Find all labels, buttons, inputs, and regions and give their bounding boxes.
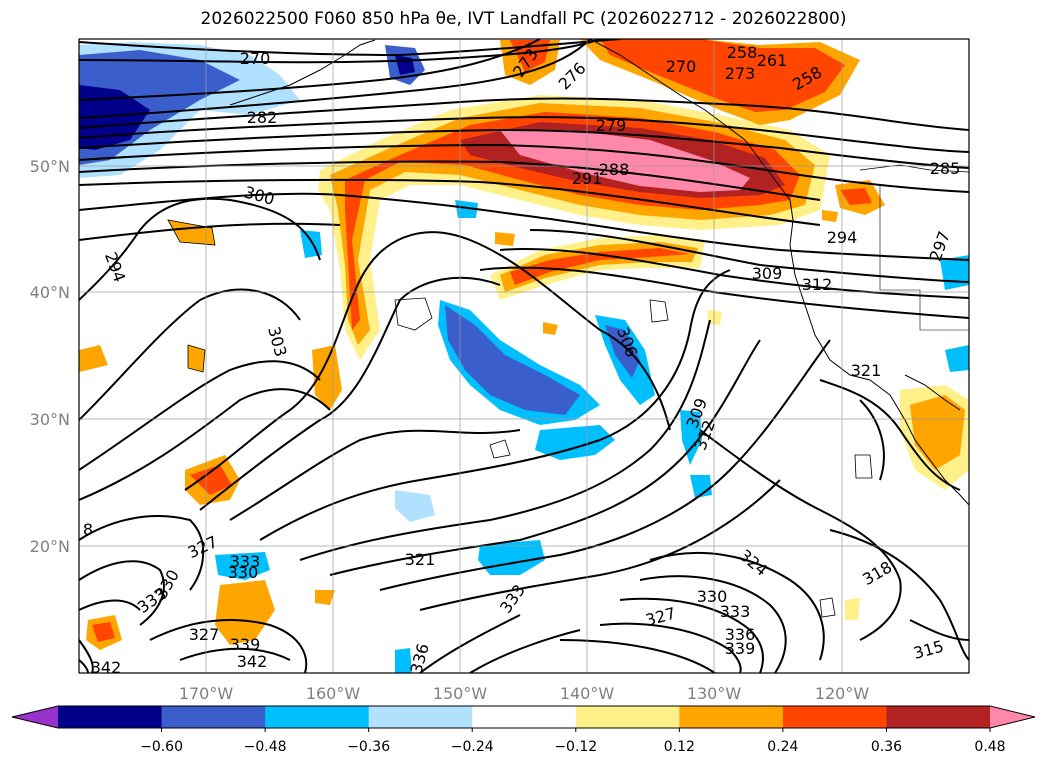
colorbar: −0.60 −0.48 −0.36 −0.24 −0.12 0.12 0.24 0.36 0.4…	[11, 705, 1036, 755]
theta-e-contours	[79, 39, 969, 673]
lon-label-150w: 150°W	[433, 684, 488, 703]
contour-label: 291	[572, 169, 603, 188]
contour-label: 309	[752, 264, 783, 283]
contour-label: 336	[725, 625, 756, 644]
contour-label: 282	[247, 108, 278, 127]
lon-label-160w: 160°W	[306, 684, 361, 703]
contour-label: 333	[720, 602, 751, 621]
lon-label-120w: 120°W	[815, 684, 870, 703]
colorbar-tick-label: −0.36	[347, 739, 390, 755]
contour-label: 258	[727, 43, 758, 62]
contour-label: 273	[725, 64, 756, 83]
contour-label: 285	[930, 159, 961, 178]
colorbar-cell	[782, 706, 887, 728]
contour-label: 312	[802, 275, 833, 294]
contour-label: 321	[851, 361, 882, 380]
lat-label-40n: 40°N	[30, 283, 70, 302]
colorbar-cell	[265, 706, 370, 728]
map-plot-area: 270 273 276 279 282 285 288 291 294 294 …	[79, 39, 969, 677]
colorbar-tick-label: 0.24	[767, 739, 798, 755]
lon-label-140w: 140°W	[560, 684, 615, 703]
colorbar-cell	[472, 706, 577, 728]
colorbar-tick-label: 0.12	[664, 739, 695, 755]
colorbar-tick-label: −0.60	[140, 739, 183, 755]
colorbar-extend-low	[12, 706, 58, 728]
colorbar-cell	[679, 706, 784, 728]
graticule	[79, 39, 969, 673]
contour-label: 330	[228, 563, 259, 582]
colorbar-cell	[161, 706, 266, 728]
colorbar-tick-label: −0.24	[451, 739, 494, 755]
contour-label: 270	[666, 57, 697, 76]
anomaly-outlines	[167, 219, 873, 618]
lat-label-50n: 50°N	[30, 157, 70, 176]
contour-label: 342	[237, 652, 268, 671]
lat-label-20n: 20°N	[30, 537, 70, 556]
colorbar-cell	[575, 706, 680, 728]
colorbar-cell	[368, 706, 473, 728]
contour-label: 342	[91, 658, 122, 677]
contour-label: 294	[827, 228, 858, 247]
longitude-labels: 170°W 160°W 150°W 140°W 130°W 120°W	[179, 684, 870, 703]
contour-label: 321	[405, 550, 436, 569]
colorbar-extend-high	[990, 706, 1035, 728]
lon-label-130w: 130°W	[687, 684, 742, 703]
colorbar-outline	[11, 705, 1036, 729]
colorbar-tick-label: 0.48	[974, 739, 1005, 755]
colorbar-cell	[886, 706, 991, 728]
contour-label: 8	[83, 520, 93, 539]
colorbar-cell	[58, 706, 163, 728]
contour-label: 279	[596, 116, 627, 135]
map-title: 2026022500 F060 850 hPa θe, IVT Landfall…	[200, 9, 847, 29]
plot-frame	[78, 38, 970, 674]
latitude-labels: 20°N 30°N 40°N 50°N	[30, 157, 70, 556]
lon-label-170w: 170°W	[179, 684, 234, 703]
contour-label: 339	[725, 639, 756, 658]
lat-label-30n: 30°N	[30, 410, 70, 429]
contour-label: 327	[189, 625, 220, 644]
colorbar-tick-label: −0.48	[244, 739, 287, 755]
colorbar-tick-label: 0.36	[871, 739, 902, 755]
contour-label: 333	[230, 552, 261, 571]
contour-label: 339	[230, 635, 261, 654]
contour-label: 288	[599, 160, 630, 179]
contour-label: 261	[757, 51, 788, 70]
contour-label: 270	[240, 49, 271, 68]
colorbar-tick-label: −0.12	[554, 739, 597, 755]
contour-label: 330	[697, 587, 728, 606]
